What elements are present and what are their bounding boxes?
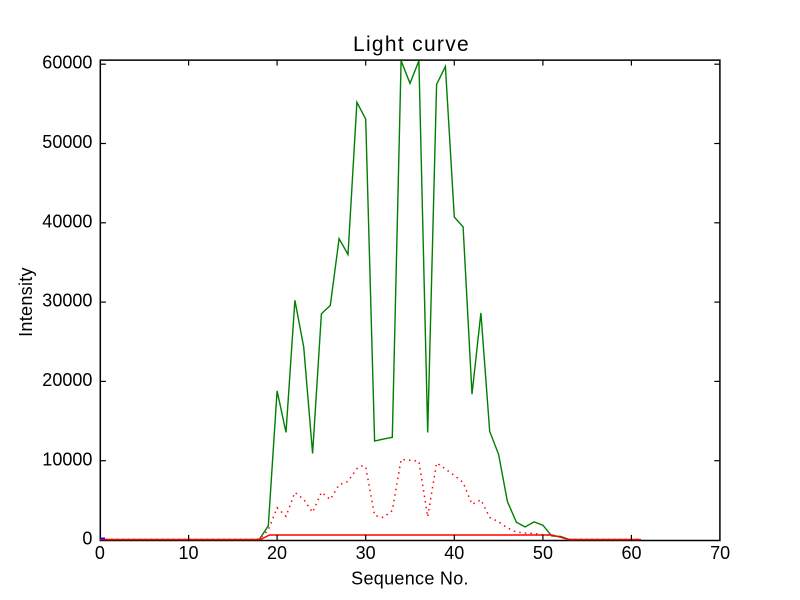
svg-text:10000: 10000 [42, 449, 92, 469]
svg-text:10: 10 [178, 543, 198, 563]
svg-text:0: 0 [82, 528, 92, 548]
svg-text:50000: 50000 [42, 132, 92, 152]
svg-text:70: 70 [710, 543, 730, 563]
svg-text:20: 20 [267, 543, 287, 563]
svg-text:50: 50 [533, 543, 553, 563]
svg-text:30: 30 [356, 543, 376, 563]
svg-text:60000: 60000 [42, 53, 92, 73]
svg-text:40: 40 [444, 543, 464, 563]
svg-text:30000: 30000 [42, 291, 92, 311]
svg-text:Sequence No.: Sequence No. [351, 569, 469, 589]
svg-text:0: 0 [95, 543, 105, 563]
svg-text:Intensity: Intensity [16, 267, 36, 337]
svg-text:40000: 40000 [42, 211, 92, 231]
svg-text:Light curve: Light curve [353, 33, 470, 56]
svg-text:20000: 20000 [42, 370, 92, 390]
svg-text:60: 60 [621, 543, 641, 563]
